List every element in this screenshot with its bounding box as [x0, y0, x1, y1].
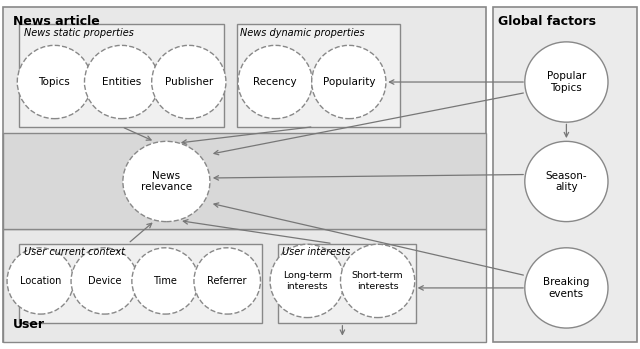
Text: Publisher: Publisher: [164, 77, 213, 87]
Text: Long-term
interests: Long-term interests: [283, 271, 332, 291]
Bar: [3, 7, 486, 342]
Ellipse shape: [194, 248, 260, 314]
Ellipse shape: [238, 45, 312, 119]
Bar: [493, 7, 637, 342]
Text: User: User: [13, 318, 45, 331]
Text: Breaking
events: Breaking events: [543, 277, 589, 299]
Text: Topics: Topics: [38, 77, 70, 87]
Text: Recency: Recency: [253, 77, 297, 87]
Ellipse shape: [84, 45, 159, 119]
Bar: [3, 133, 486, 229]
Bar: [237, 24, 400, 127]
Ellipse shape: [152, 45, 226, 119]
Bar: [19, 24, 224, 127]
Text: Global factors: Global factors: [498, 15, 596, 28]
Text: Device: Device: [88, 276, 121, 286]
Ellipse shape: [270, 244, 344, 318]
Text: Season-
ality: Season- ality: [545, 171, 588, 192]
Text: Referrer: Referrer: [207, 276, 247, 286]
Ellipse shape: [312, 45, 386, 119]
Ellipse shape: [340, 244, 415, 318]
Text: Short-term
interests: Short-term interests: [352, 271, 403, 291]
Ellipse shape: [525, 141, 608, 222]
Text: News dynamic properties: News dynamic properties: [240, 28, 365, 38]
Text: News
relevance: News relevance: [141, 171, 192, 192]
Text: News article: News article: [13, 15, 100, 28]
Ellipse shape: [132, 248, 198, 314]
Ellipse shape: [71, 248, 138, 314]
Bar: [278, 244, 416, 323]
Bar: [3, 229, 486, 342]
Text: Time: Time: [153, 276, 177, 286]
Bar: [19, 244, 262, 323]
Ellipse shape: [17, 45, 92, 119]
Text: User interests: User interests: [282, 247, 350, 257]
Ellipse shape: [7, 248, 74, 314]
Ellipse shape: [525, 248, 608, 328]
Text: Entities: Entities: [102, 77, 141, 87]
Ellipse shape: [123, 141, 210, 222]
Text: Location: Location: [20, 276, 61, 286]
Text: User current context: User current context: [24, 247, 125, 257]
Ellipse shape: [525, 42, 608, 122]
Text: Popular
Topics: Popular Topics: [547, 71, 586, 93]
Text: News static properties: News static properties: [24, 28, 134, 38]
Text: Popularity: Popularity: [323, 77, 375, 87]
